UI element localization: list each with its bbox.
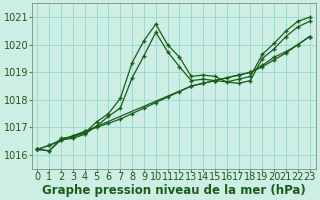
X-axis label: Graphe pression niveau de la mer (hPa): Graphe pression niveau de la mer (hPa) xyxy=(42,184,305,197)
